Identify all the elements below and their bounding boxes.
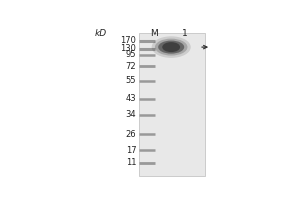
Text: 72: 72 bbox=[126, 62, 136, 71]
Text: kD: kD bbox=[95, 29, 107, 38]
Ellipse shape bbox=[155, 39, 188, 56]
Text: 11: 11 bbox=[126, 158, 136, 167]
Text: 26: 26 bbox=[126, 130, 136, 139]
Text: 95: 95 bbox=[126, 50, 136, 59]
Bar bbox=[139, 33, 205, 176]
Text: 17: 17 bbox=[126, 146, 136, 155]
Ellipse shape bbox=[158, 41, 184, 54]
Text: 34: 34 bbox=[126, 110, 136, 119]
Text: M: M bbox=[150, 29, 158, 38]
Text: 1: 1 bbox=[182, 29, 188, 38]
Ellipse shape bbox=[152, 36, 191, 58]
Text: 170: 170 bbox=[120, 36, 136, 45]
Text: 43: 43 bbox=[126, 94, 136, 103]
Text: 55: 55 bbox=[126, 76, 136, 85]
Ellipse shape bbox=[162, 42, 180, 52]
Text: 130: 130 bbox=[120, 44, 136, 53]
